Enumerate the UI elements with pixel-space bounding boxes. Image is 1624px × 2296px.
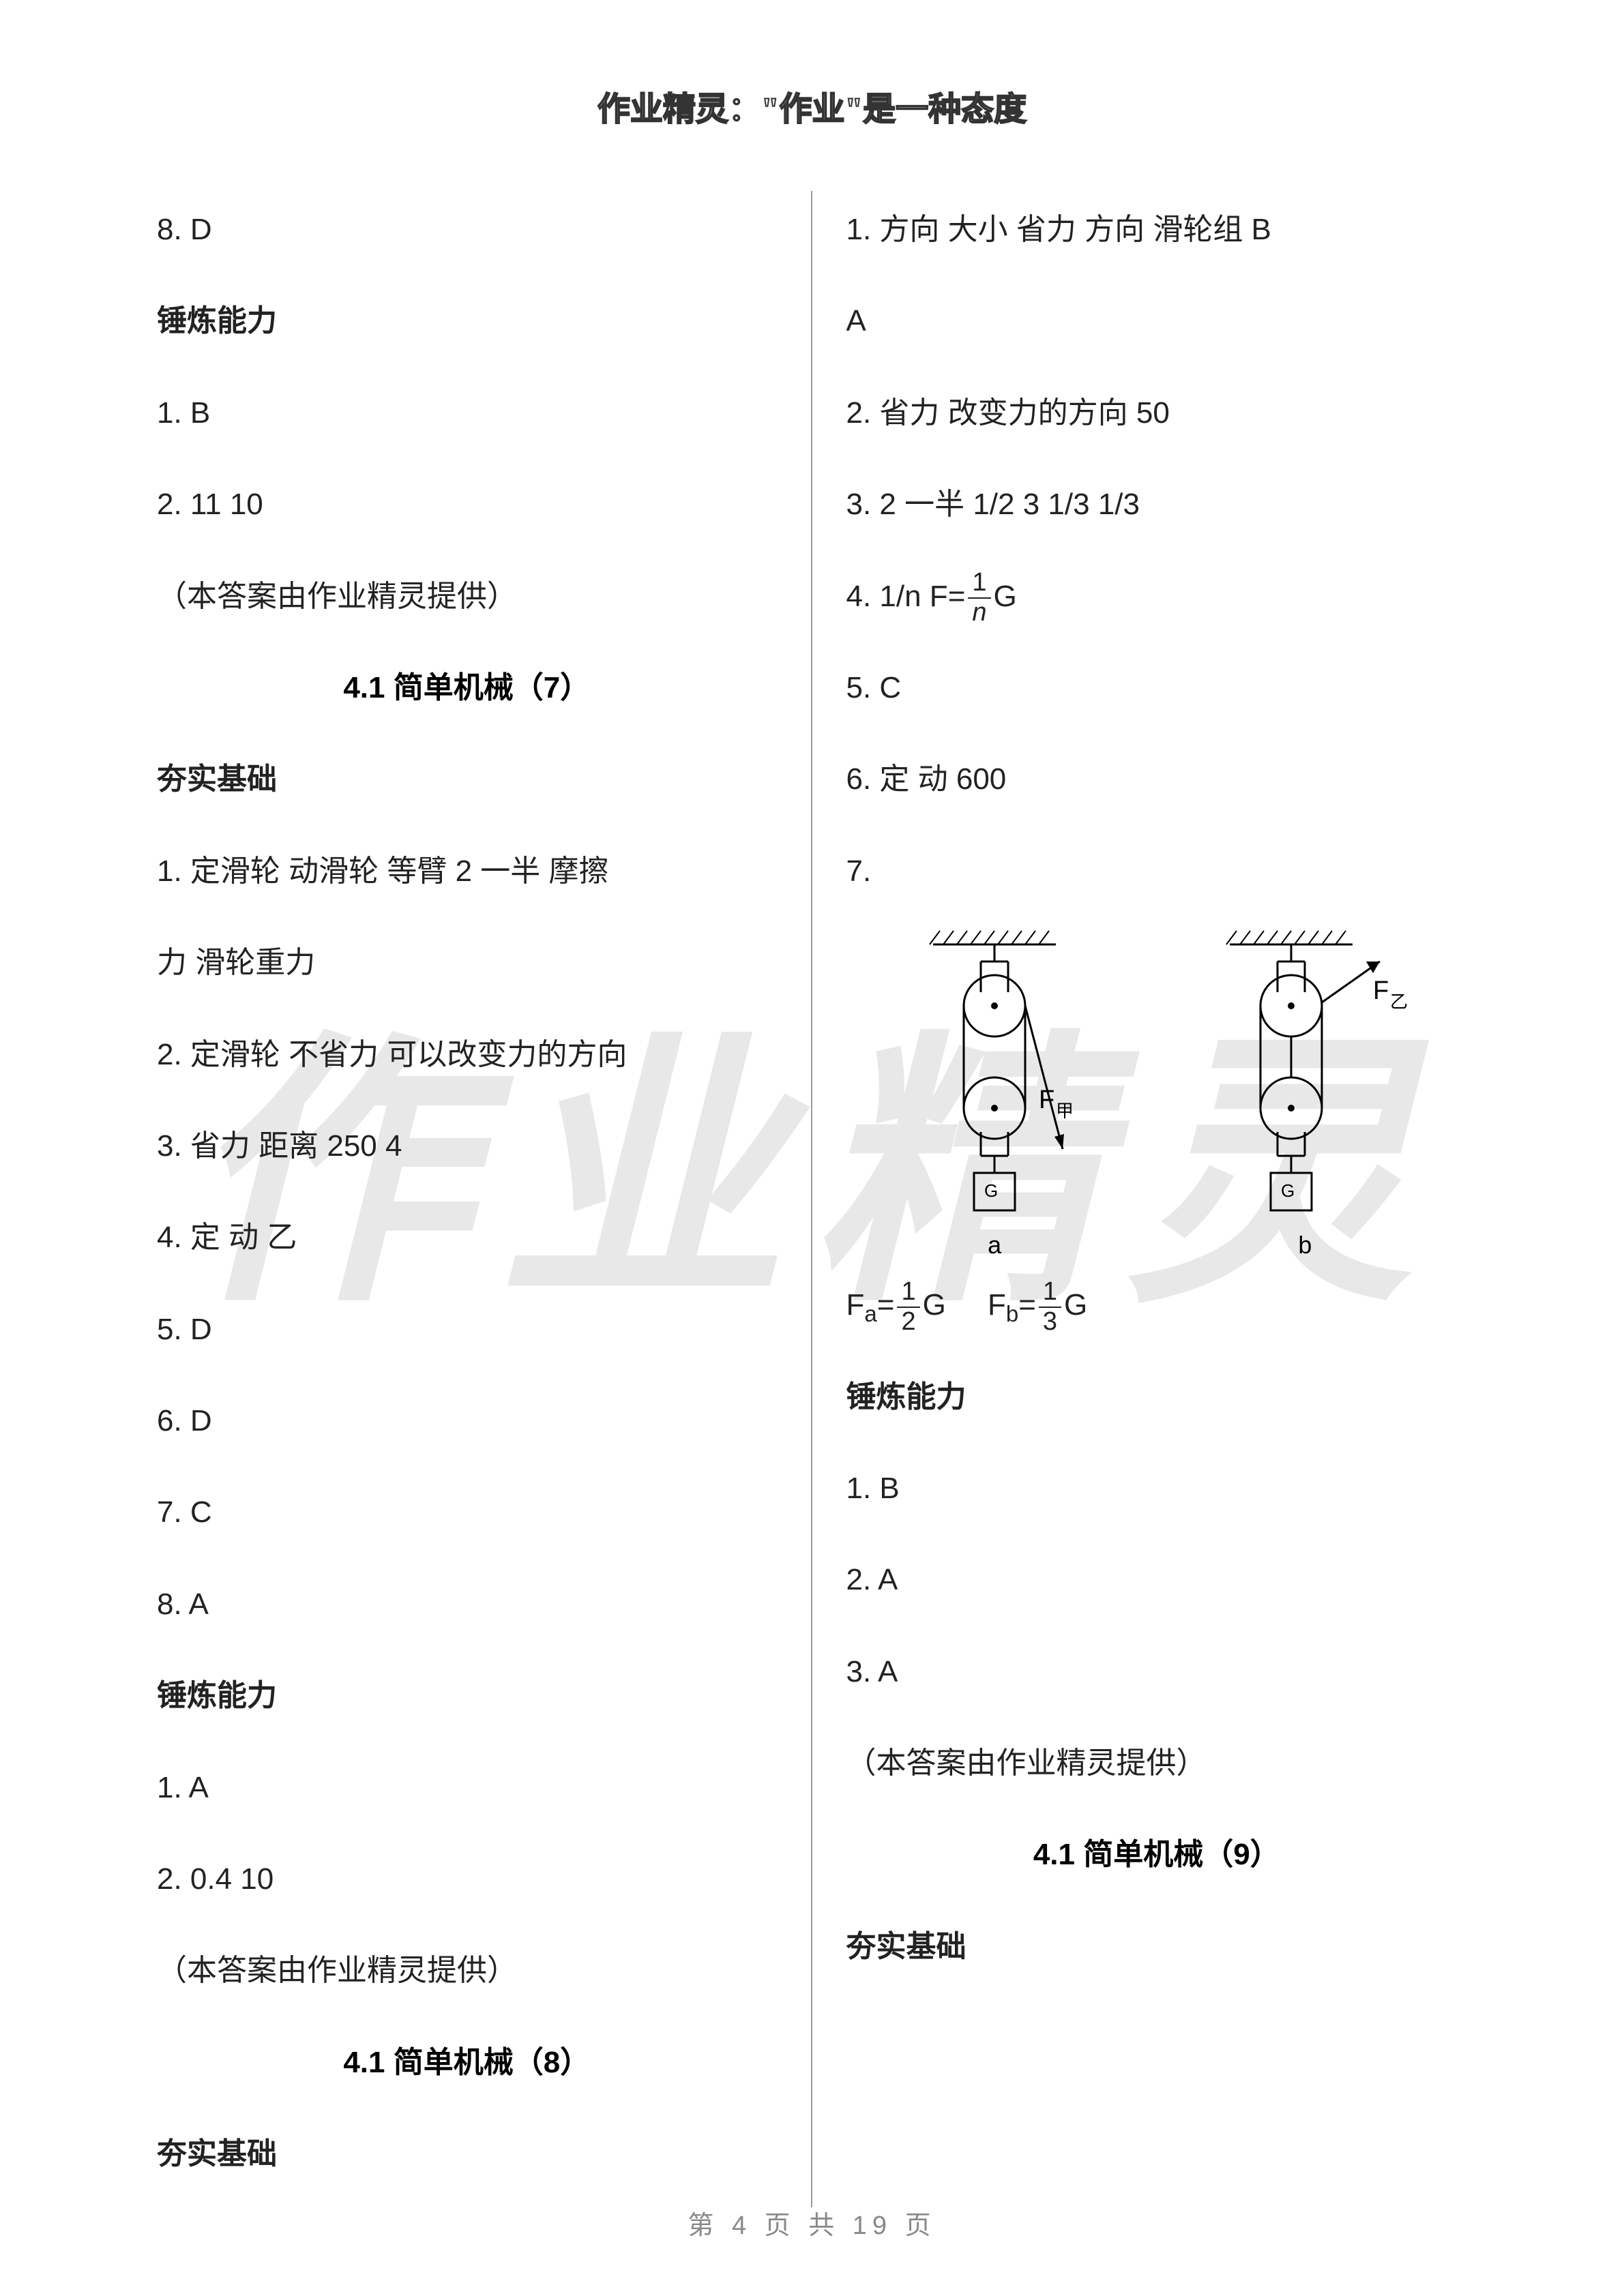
section-title: 4.1 简单机械（7） — [157, 649, 777, 727]
section-heading: 锤炼能力 — [157, 282, 777, 360]
answer-item: 2. 定滑轮 不省力 可以改变力的方向 — [157, 1016, 777, 1094]
section-heading: 锤炼能力 — [157, 1657, 777, 1735]
answer-item: 4. 定 动 乙 — [157, 1199, 777, 1277]
equals: = — [1018, 1288, 1036, 1322]
answer-item: 1. B — [157, 374, 777, 452]
answer-item: 3. 省力 距离 250 4 — [157, 1107, 777, 1185]
svg-text:G: G — [1281, 1180, 1295, 1201]
right-column: 1. 方向 大小 省力 方向 滑轮组 B A 2. 省力 改变力的方向 50 3… — [812, 191, 1488, 2207]
pulley-diagram-a: G F 甲 a — [906, 924, 1083, 1259]
section-heading: 夯实基础 — [157, 741, 777, 818]
equals: = — [877, 1288, 895, 1322]
diagram-label-a: a — [988, 1231, 1001, 1259]
fraction: 1n — [968, 569, 990, 627]
answer-item-cont: 力 滑轮重力 — [157, 924, 777, 1002]
denominator: 2 — [897, 1308, 919, 1337]
numerator: 1 — [897, 1278, 919, 1308]
answer-item: 7. C — [157, 1474, 777, 1551]
formula-fb: F — [988, 1288, 1006, 1322]
denominator: n — [968, 599, 990, 627]
footer-suffix: 页 — [905, 2211, 936, 2240]
svg-text:G: G — [984, 1180, 998, 1201]
section-title: 4.1 简单机械（9） — [846, 1816, 1468, 1894]
answer-item: 7. — [846, 833, 1468, 910]
pulley-svg-a: G F 甲 — [906, 924, 1083, 1224]
answer-item: 8. D — [157, 191, 777, 269]
left-column: 8. D 锤炼能力 1. B 2. 11 10 （本答案由作业精灵提供） 4.1… — [136, 191, 812, 2207]
answer-item: 5. C — [846, 649, 1468, 727]
answer-item-formula: 4. 1/n F=1nG — [846, 558, 1468, 636]
answer-item: 2. A — [846, 1541, 1468, 1619]
svg-text:F: F — [1039, 1086, 1054, 1114]
answer-item-cont: A — [846, 282, 1468, 360]
answer-item: 2. 省力 改变力的方向 50 — [846, 374, 1468, 452]
attribution-note: （本答案由作业精灵提供） — [157, 558, 777, 636]
formula-g: G — [1064, 1288, 1087, 1322]
pulley-svg-b: G F 乙 — [1202, 924, 1407, 1224]
answer-item: 6. D — [157, 1382, 777, 1460]
answer-item: 2. 11 10 — [157, 466, 777, 543]
pulley-diagrams: G F 甲 a — [846, 924, 1468, 1259]
answer-item: 1. 定滑轮 动滑轮 等臂 2 一半 摩擦 — [157, 833, 777, 910]
section-heading: 夯实基础 — [157, 2115, 777, 2193]
formula-fa: F — [846, 1288, 865, 1322]
answer-item: 2. 0.4 10 — [157, 1840, 777, 1918]
answer-item: 6. 定 动 600 — [846, 741, 1468, 818]
answer-item: 5. D — [157, 1291, 777, 1369]
section-heading: 锤炼能力 — [846, 1358, 1468, 1436]
section-title: 4.1 简单机械（8） — [157, 2024, 777, 2102]
answer-item: 8. A — [157, 1566, 777, 1643]
page-current: 4 — [732, 2211, 752, 2240]
page-total: 19 — [853, 2211, 892, 2240]
svg-text:甲: 甲 — [1056, 1101, 1074, 1121]
main-content: 8. D 锤炼能力 1. B 2. 11 10 （本答案由作业精灵提供） 4.1… — [136, 191, 1488, 2207]
numerator: 1 — [1039, 1278, 1061, 1308]
svg-text:乙: 乙 — [1390, 992, 1407, 1012]
attribution-note: （本答案由作业精灵提供） — [846, 1725, 1468, 1802]
svg-text:F: F — [1373, 976, 1389, 1005]
page-header: 作业精灵："作业"是一种态度 — [136, 82, 1488, 130]
page-footer: 第 4 页 共 19 页 — [0, 2204, 1624, 2241]
answer-item: 3. A — [846, 1633, 1468, 1711]
formula-fb-sub: b — [1006, 1301, 1018, 1326]
formula-suffix: G — [994, 580, 1017, 613]
formula-g: G — [923, 1288, 946, 1322]
numerator: 1 — [968, 569, 990, 599]
denominator: 3 — [1039, 1308, 1061, 1337]
answer-item: 3. 2 一半 1/2 3 1/3 1/3 — [846, 466, 1468, 543]
pulley-diagram-b: G F 乙 b — [1202, 924, 1407, 1259]
answer-item: 1. 方向 大小 省力 方向 滑轮组 B — [846, 191, 1468, 269]
answer-item: 1. B — [846, 1450, 1468, 1527]
formula-prefix: 4. 1/n F= — [846, 580, 966, 613]
footer-prefix: 第 — [688, 2211, 719, 2240]
answer-item: 1. A — [157, 1749, 777, 1827]
footer-mid: 页 共 — [765, 2211, 840, 2240]
attribution-note: （本答案由作业精灵提供） — [157, 1932, 777, 2010]
section-heading: 夯实基础 — [846, 1908, 1468, 1986]
fraction-half: 12 — [897, 1278, 919, 1337]
diagram-label-b: b — [1298, 1231, 1312, 1259]
formula-line: Fa=12G Fb=13G — [846, 1266, 1468, 1344]
fraction-third: 13 — [1039, 1278, 1061, 1337]
formula-fa-sub: a — [864, 1301, 876, 1326]
